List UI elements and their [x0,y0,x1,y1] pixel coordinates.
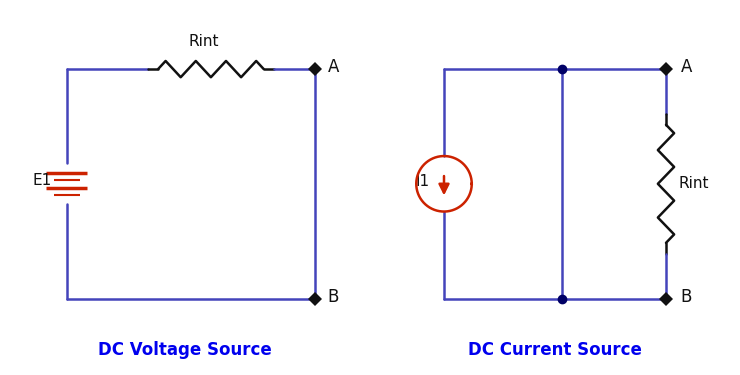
Text: I1: I1 [415,174,429,189]
Text: B: B [327,288,339,306]
Text: DC Current Source: DC Current Source [468,341,642,359]
Text: DC Voltage Source: DC Voltage Source [98,341,272,359]
Text: Rint: Rint [188,34,219,49]
Text: A: A [681,58,692,76]
Text: B: B [681,288,692,306]
Text: A: A [327,58,339,76]
Text: Rint: Rint [679,176,710,191]
Text: E1: E1 [33,172,52,188]
